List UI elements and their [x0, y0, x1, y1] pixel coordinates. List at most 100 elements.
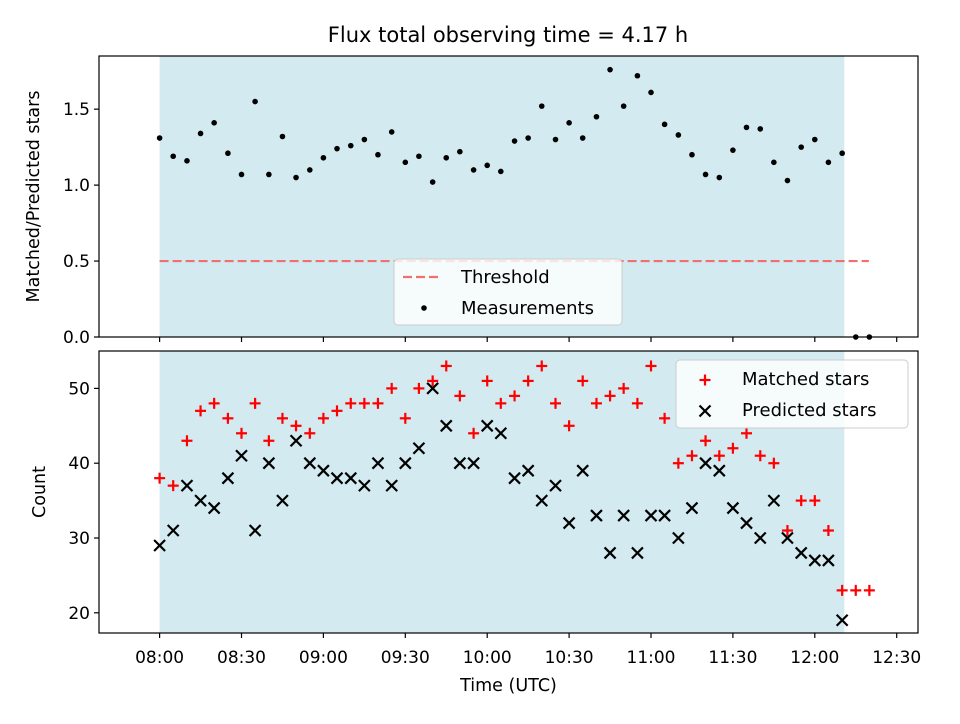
predicted-star-point: [699, 456, 712, 470]
measurement-point: [620, 103, 627, 109]
measurement-point: [675, 132, 682, 138]
predicted-star-point: [631, 546, 644, 560]
matched-star-point: [536, 360, 548, 372]
legend-plus-glyph: [699, 374, 711, 386]
measurement-point: [579, 135, 586, 141]
predicted-star-point: [480, 419, 494, 433]
x-tick-label: 08:30: [217, 648, 266, 668]
matched-star-point: [509, 390, 521, 402]
measurement-point: [388, 129, 395, 135]
predicted-star-point: [549, 479, 562, 492]
top-panel: 0.0 0.5 1.0 1.5 Matched/Predicted stars Thr…: [24, 55, 919, 348]
measurement-point: [402, 159, 409, 166]
measurement-point: [702, 171, 709, 178]
measurement-point: [457, 148, 463, 155]
matched-star-point: [413, 382, 425, 394]
measurement-point: [293, 174, 299, 181]
x-tick-label: 08:00: [135, 648, 184, 668]
predicted-star-point: [317, 464, 330, 477]
matched-star-point: [809, 495, 821, 507]
measurement-point: [825, 159, 832, 166]
matched-star-point: [276, 412, 288, 424]
measurement-point: [566, 120, 572, 126]
predicted-star-point: [740, 516, 753, 530]
predicted-star-point: [289, 434, 303, 448]
predicted-star-point: [166, 524, 180, 537]
matched-star-point: [304, 427, 316, 439]
predicted-star-point: [603, 546, 617, 560]
measurement-point: [416, 153, 422, 160]
matched-star-point: [741, 427, 753, 439]
measurement-point: [375, 151, 381, 158]
matched-star-point: [236, 427, 248, 439]
legend-matched-label: Matched stars: [742, 369, 869, 390]
measurement-point: [266, 171, 272, 178]
measurement-point: [429, 179, 436, 185]
measurement-point: [307, 167, 313, 173]
measurement-point: [225, 150, 231, 157]
x-tick-label: 12:30: [872, 648, 921, 668]
top-y-axis-label: Matched/Predicted stars: [24, 91, 44, 303]
predicted-star-point: [262, 456, 276, 470]
predicted-star-point: [644, 509, 658, 522]
matched-star-point: [822, 525, 834, 537]
legend-measurements-label: Measurements: [461, 298, 594, 319]
bottom-y-axis-label: Count: [30, 466, 50, 518]
measurement-point: [498, 168, 504, 175]
predicted-star-point: [371, 456, 385, 470]
measurement-point: [279, 133, 286, 140]
matched-star-point: [481, 375, 493, 387]
measurement-point: [648, 89, 654, 96]
chart-title: Flux total observing time = 4.17 h: [328, 23, 688, 47]
x-axis-label: Time (UTC): [459, 676, 557, 696]
predicted-star-point: [385, 479, 398, 492]
measurements-series: [156, 66, 873, 340]
predicted-star-point: [726, 501, 740, 515]
matched-star-point: [700, 435, 712, 447]
top-y-tick-label: 1.5: [63, 100, 90, 120]
predicted-star-point: [303, 456, 317, 470]
predicted-star-point: [494, 427, 508, 440]
measurement-point: [607, 66, 613, 73]
legend-predicted-label: Predicted stars: [742, 400, 876, 421]
measurement-point: [771, 159, 777, 166]
predicted-star-point: [590, 509, 603, 522]
matched-star-point: [468, 427, 480, 439]
matched-star-point: [222, 412, 234, 424]
bottom-axes-frame: [98, 350, 919, 634]
legend-measurements-swatch: [421, 305, 427, 311]
matched-star-point: [577, 375, 589, 387]
matched-star-point: [550, 397, 562, 409]
predicted-star-point: [426, 382, 439, 395]
measurement-point: [252, 98, 258, 105]
predicted-star-point: [713, 464, 726, 477]
matched-stars-series: [154, 360, 875, 596]
matched-star-point: [195, 405, 207, 417]
matched-star-point: [290, 420, 302, 432]
matched-star-point: [618, 382, 630, 394]
predicted-star-point: [535, 494, 549, 507]
predicted-star-point: [672, 531, 685, 545]
measurement-point: [689, 151, 695, 158]
legend-matched-swatch: [699, 374, 711, 386]
matched-star-point: [795, 495, 807, 507]
predicted-star-point: [358, 479, 371, 492]
matched-star-point: [645, 360, 657, 372]
legend-threshold-label: Threshold: [460, 267, 550, 288]
matched-star-point: [522, 375, 534, 387]
predicted-star-point: [794, 546, 808, 560]
predicted-star-point: [781, 531, 794, 545]
top-y-ticks: 0.0 0.5 1.0 1.5: [63, 100, 99, 348]
x-tick-label: 09:30: [381, 648, 430, 668]
top-legend: Threshold Measurements: [393, 258, 623, 326]
predicted-star-point: [207, 501, 221, 515]
predicted-star-point: [617, 509, 630, 522]
x-tick-label: 10:30: [545, 648, 594, 668]
predicted-star-point: [685, 501, 699, 515]
predicted-star-point: [180, 479, 194, 492]
top-y-tick-label: 0.0: [63, 328, 90, 348]
predicted-star-point: [235, 449, 248, 462]
measurement-point: [538, 103, 545, 109]
matched-star-point: [249, 397, 261, 409]
predicted-star-point: [467, 456, 480, 470]
